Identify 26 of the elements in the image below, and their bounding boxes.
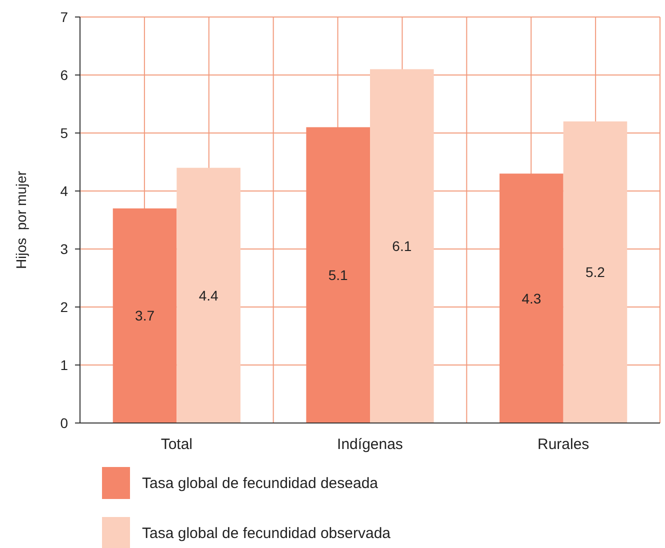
y-tick-label: 7	[60, 9, 68, 25]
data-label: 5.1	[328, 267, 348, 284]
data-label: 5.2	[586, 264, 606, 280]
y-tick-label: 6	[60, 67, 68, 83]
y-axis-title: Hijos por mujer	[13, 170, 29, 270]
bar	[500, 174, 564, 423]
x-tick-label: Total	[160, 436, 193, 453]
bar	[370, 69, 434, 423]
bar	[563, 121, 628, 423]
y-tick-label: 1	[60, 357, 68, 373]
data-label: 4.3	[522, 290, 542, 306]
bar	[306, 127, 370, 423]
legend-label: Tasa global de fecundidad observada	[142, 525, 392, 542]
x-tick-label: Rurales	[537, 436, 590, 453]
legend-label: Tasa global de fecundidad deseada	[142, 475, 379, 492]
y-tick-label: 4	[60, 183, 68, 199]
x-tick-label: Indígenas	[337, 436, 403, 453]
data-label: 4.4	[198, 287, 219, 304]
data-label: 3.7	[135, 308, 155, 324]
y-tick-label: 2	[60, 299, 68, 315]
bar	[176, 168, 240, 423]
y-tick-label: 5	[60, 125, 68, 141]
data-label: 6.1	[392, 238, 412, 254]
bar	[112, 208, 177, 423]
y-tick-label: 0	[60, 415, 68, 431]
y-tick-label: 3	[60, 241, 68, 257]
